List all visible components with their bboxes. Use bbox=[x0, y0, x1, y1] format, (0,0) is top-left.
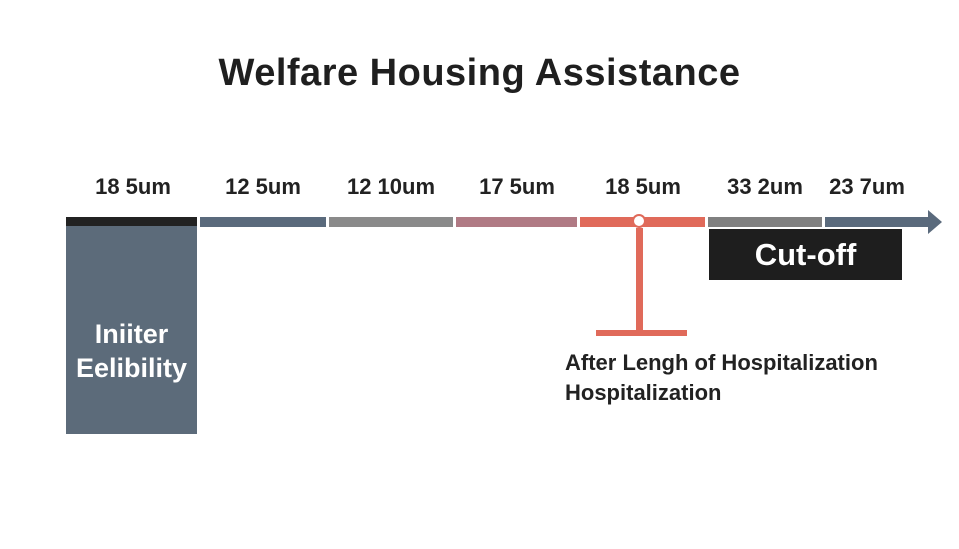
cutoff-box: Cut-off bbox=[709, 229, 902, 280]
hospitalization-marker-base bbox=[596, 330, 687, 336]
eligibility-label: Iniiter Eelibility bbox=[66, 317, 197, 385]
timeline-arrow-icon bbox=[928, 210, 942, 234]
hospitalization-marker-dot bbox=[632, 214, 646, 228]
initial-eligibility-box: Iniiter Eelibility bbox=[66, 226, 197, 434]
segment-label: 18 5um bbox=[95, 174, 171, 199]
segment-label: 33 2um bbox=[727, 174, 803, 199]
timeline-segment bbox=[456, 217, 577, 227]
segment-label: 23 7um bbox=[829, 174, 905, 199]
segment-label: 18 5um bbox=[605, 174, 681, 199]
timeline-segment bbox=[825, 217, 929, 227]
eligibility-line-1: Iniiter bbox=[94, 319, 169, 349]
timeline-segment bbox=[66, 217, 197, 227]
hospitalization-caption: After Lengh of Hospitalization Hospitali… bbox=[565, 348, 878, 408]
segment-label: 17 5um bbox=[479, 174, 555, 199]
segment-label: 12 10um bbox=[346, 174, 436, 199]
hospitalization-caption-line-1: After Lengh of Hospitalization bbox=[565, 350, 878, 375]
diagram-title: Welfare Housing Assistance bbox=[218, 52, 741, 94]
eligibility-line-2: Eelibility bbox=[75, 353, 188, 383]
timeline-segment bbox=[200, 217, 326, 227]
hospitalization-marker-stem bbox=[636, 228, 643, 332]
segment-label: 12 5um bbox=[225, 174, 301, 199]
cutoff-label: Cut-off bbox=[754, 237, 857, 272]
timeline-segment bbox=[329, 217, 453, 227]
hospitalization-caption-line-2: Hospitalization bbox=[565, 380, 722, 405]
timeline-segment bbox=[708, 217, 822, 227]
